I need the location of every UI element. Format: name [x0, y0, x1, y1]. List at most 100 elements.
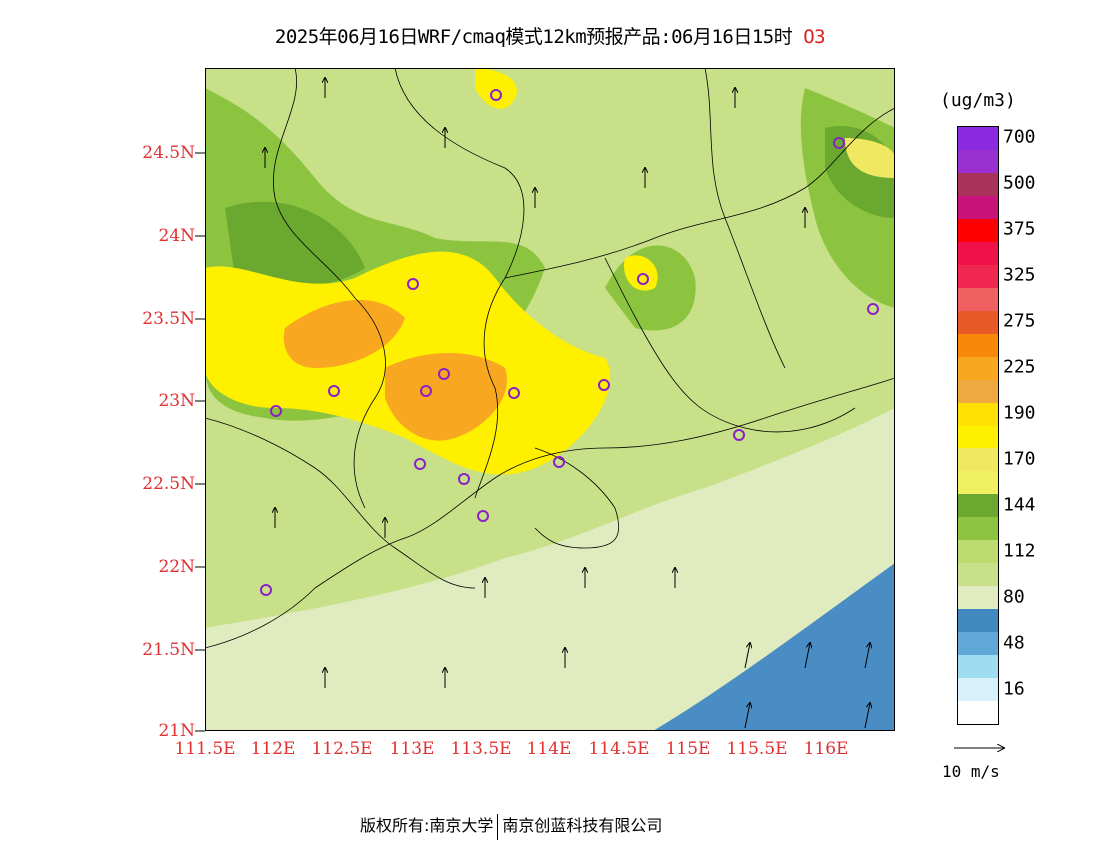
lon-label: 113.5E — [450, 739, 512, 759]
lon-label: 116E — [803, 739, 849, 759]
colorbar-swatch — [958, 172, 998, 197]
sea-low-band — [653, 563, 895, 731]
site-marker — [420, 385, 432, 397]
lat-label: 22N — [158, 557, 195, 577]
ozone-concentration-map — [205, 68, 895, 731]
colorbar-label: 190 — [1003, 402, 1036, 424]
unit-label: (ug/m3) — [940, 90, 1016, 111]
site-marker — [508, 387, 520, 399]
site-marker — [490, 89, 502, 101]
colorbar-swatch — [958, 471, 998, 495]
site-marker — [328, 385, 340, 397]
colorbar-swatch — [958, 149, 998, 174]
copyright-right: 南京创蓝科技有限公司 — [502, 816, 663, 835]
wind-arrow — [804, 643, 810, 669]
colorbar-swatch — [958, 517, 998, 541]
lat-label: 24N — [158, 226, 195, 246]
colorbar-swatch — [958, 586, 998, 610]
lat-label: 21.5N — [142, 640, 195, 660]
colorbar-swatch — [958, 356, 998, 381]
colorbar-label: 275 — [1003, 310, 1036, 332]
colorbar-swatch — [958, 287, 998, 312]
field-225-band-west — [283, 299, 405, 368]
colorbar-swatch — [958, 655, 998, 679]
site-marker — [260, 584, 272, 596]
lat-label: 24.5N — [142, 143, 195, 163]
monitoring-sites — [260, 89, 879, 596]
lon-label: 114.5E — [588, 739, 650, 759]
colorbar-swatch — [958, 310, 998, 335]
colorbar-swatch — [958, 540, 998, 564]
site-marker — [867, 303, 879, 315]
copyright-left: 版权所有:南京大学 — [360, 816, 494, 835]
reference-wind-arrow — [954, 740, 1012, 756]
wind-arrow — [744, 703, 750, 729]
lat-label: 23N — [158, 391, 195, 411]
lon-label: 112E — [250, 739, 296, 759]
site-marker — [637, 273, 649, 285]
lon-label: 113E — [389, 739, 435, 759]
field-80-band — [205, 408, 895, 731]
colorbar-swatch — [958, 127, 998, 151]
boundary-lines — [205, 68, 895, 649]
title-text: 2025年06月16日WRF/cmaq模式12km预报产品:06月16日15时 — [274, 26, 793, 48]
wind-vectors — [265, 78, 870, 729]
colorbar-swatch — [958, 333, 998, 358]
colorbar-swatch — [958, 701, 998, 725]
wind-arrow — [864, 703, 870, 729]
site-marker — [477, 510, 489, 522]
colorbar-label: 170 — [1003, 448, 1036, 470]
colorbar-swatch — [958, 609, 998, 633]
colorbar-label: 500 — [1003, 172, 1036, 194]
reference-wind-label: 10 m/s — [942, 762, 1000, 781]
colorbar-swatch — [958, 494, 998, 518]
site-marker — [553, 456, 565, 468]
colorbar-swatch — [958, 678, 998, 702]
map-title: 2025年06月16日WRF/cmaq模式12km预报产品:06月16日15时 … — [0, 22, 1100, 49]
wind-arrow — [744, 643, 750, 669]
colorbar-label: 112 — [1003, 540, 1036, 562]
site-marker — [414, 458, 426, 470]
axis-ticks — [195, 152, 205, 732]
colorbar-label: 225 — [1003, 356, 1036, 378]
lon-label: 115E — [665, 739, 711, 759]
lon-label: 112.5E — [311, 739, 373, 759]
lat-label: 23.5N — [142, 309, 195, 329]
copyright-footer: 版权所有:南京大学 南京创蓝科技有限公司 — [360, 812, 662, 840]
colorbar-label: 144 — [1003, 494, 1036, 516]
colorbar-swatch — [958, 379, 998, 404]
field-225-band-center — [385, 353, 507, 441]
colorbar — [957, 126, 999, 725]
field-170-band-east — [845, 138, 895, 178]
site-marker — [458, 473, 470, 485]
lon-label: 111.5E — [174, 739, 236, 759]
lon-label: 114E — [526, 739, 572, 759]
colorbar-swatch — [958, 632, 998, 656]
colorbar-swatch — [958, 448, 998, 472]
colorbar-label: 325 — [1003, 264, 1036, 286]
lon-label: 115.5E — [726, 739, 788, 759]
colorbar-swatch — [958, 563, 998, 587]
lat-label: 21N — [158, 721, 195, 741]
site-marker — [407, 278, 419, 290]
colorbar-swatch — [958, 264, 998, 289]
site-marker — [438, 368, 450, 380]
site-marker — [733, 429, 745, 441]
colorbar-swatch — [958, 425, 998, 449]
colorbar-swatch — [958, 195, 998, 220]
footer-separator — [497, 813, 499, 840]
colorbar-label: 375 — [1003, 218, 1036, 240]
colorbar-swatch — [958, 402, 998, 426]
field-150-band-west — [225, 201, 365, 289]
colorbar-swatch — [958, 241, 998, 266]
site-marker — [833, 137, 845, 149]
colorbar-swatch — [958, 218, 998, 243]
site-marker — [270, 405, 282, 417]
lat-label: 22.5N — [142, 474, 195, 494]
species-label: O3 — [803, 26, 826, 48]
site-marker — [598, 379, 610, 391]
colorbar-label: 16 — [1003, 678, 1025, 700]
wind-arrow — [864, 643, 870, 669]
field-190-band-center — [624, 255, 658, 291]
colorbar-label: 700 — [1003, 126, 1036, 148]
